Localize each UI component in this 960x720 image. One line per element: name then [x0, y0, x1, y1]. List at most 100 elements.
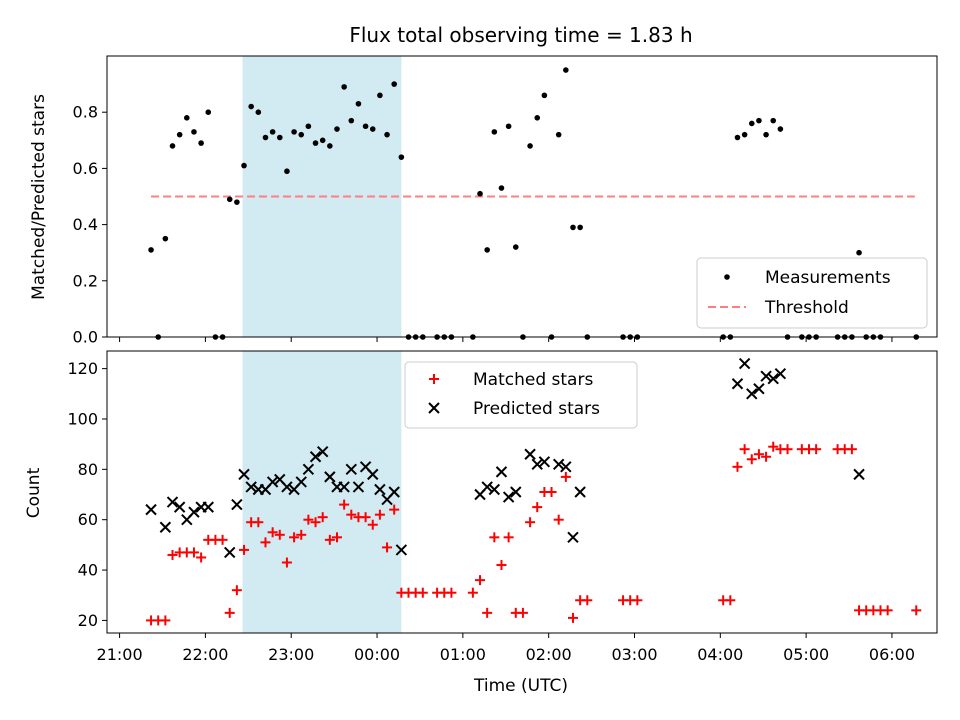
matched-star-point — [217, 534, 228, 545]
predicted-star-point — [166, 496, 179, 508]
predicted-star-point — [510, 486, 522, 498]
predicted-star-point — [738, 357, 751, 370]
matched-star-point — [739, 444, 750, 455]
top-x-ticks — [119, 337, 893, 342]
legend-predicted-marker — [428, 402, 440, 414]
bottom-y-tick-label: 20 — [78, 611, 98, 630]
measurement-point — [327, 143, 333, 149]
measurement-point — [248, 103, 254, 110]
predicted-star-point — [295, 476, 307, 488]
measurement-point — [241, 162, 247, 169]
matched-star-point — [525, 517, 536, 528]
measurement-point — [305, 123, 312, 130]
measurement-point — [527, 143, 533, 149]
predicted-star-point — [345, 463, 358, 476]
measurement-point — [563, 67, 569, 73]
bottom-y-tick-label: 60 — [78, 510, 98, 529]
bottom-y-tick-label: 100 — [67, 409, 98, 428]
measurement-point — [756, 117, 762, 124]
measurement-point — [570, 224, 576, 231]
matched-star-point — [317, 512, 328, 523]
measurement-point — [169, 143, 176, 149]
predicted-star-point — [324, 471, 336, 483]
predicted-star-point — [395, 544, 408, 556]
measurement-point — [534, 115, 541, 121]
measurement-point — [734, 134, 741, 141]
matched-star-point — [274, 529, 285, 540]
x-tick-label: 05:00 — [783, 645, 829, 664]
matched-star-point — [517, 607, 528, 618]
matched-star-point — [360, 512, 371, 523]
predicted-star-point — [567, 531, 579, 544]
bottom-y-tick-label: 120 — [67, 359, 98, 378]
matched-star-point — [331, 532, 342, 543]
legend-measurements-label: Measurements — [765, 268, 891, 288]
predicted-star-point — [367, 468, 379, 481]
predicted-star-point — [767, 372, 779, 385]
matched-star-point — [725, 595, 736, 606]
measurement-point — [541, 92, 548, 99]
predicted-star-point — [853, 468, 865, 481]
measurement-point — [319, 137, 326, 144]
measurement-point — [484, 247, 490, 253]
matched-star-point — [753, 449, 764, 460]
legend-threshold-label: Threshold — [764, 298, 849, 318]
measurement-point — [512, 244, 519, 250]
top-y-ticks: 0.0 0.2 0.4 0.6 0.8 — [73, 103, 107, 347]
predicted-star-point — [266, 476, 279, 488]
measurement-point — [384, 131, 390, 138]
matched-star-point — [260, 537, 271, 548]
x-tick-label: 04:00 — [697, 645, 743, 664]
matched-star-point — [446, 587, 457, 598]
matched-star-point — [289, 532, 300, 543]
measurement-point — [391, 81, 398, 87]
predicted-star-point — [173, 501, 186, 513]
predicted-star-point — [238, 468, 250, 481]
predicted-star-point — [495, 466, 508, 478]
bottom-axes-frame — [106, 350, 938, 634]
measurement-point — [577, 224, 583, 231]
matched-star-point — [389, 504, 400, 515]
matched-star-point — [239, 544, 250, 555]
x-axis-label: Time (UTC) — [473, 676, 568, 696]
measurement-point — [262, 134, 269, 141]
matched-star-point — [782, 444, 793, 455]
measurement-point — [377, 92, 383, 99]
matched-star-point — [196, 552, 207, 563]
measurement-point — [198, 140, 204, 146]
x-tick-label: 01:00 — [440, 645, 486, 664]
matched-star-point — [367, 519, 378, 530]
measurement-point — [477, 190, 483, 197]
measurement-point — [312, 140, 319, 146]
measurement-point — [777, 126, 784, 132]
matched-star-point — [417, 587, 428, 598]
predicted-star-point — [245, 481, 257, 493]
measurement-points — [148, 67, 920, 340]
measurement-point — [226, 196, 233, 203]
measurement-point — [269, 129, 276, 135]
predicted-star-point — [502, 491, 515, 503]
top-y-tick-label: 0.4 — [73, 215, 98, 234]
measurement-point — [255, 109, 262, 115]
measurement-point — [748, 120, 755, 127]
predicted-star-point — [159, 521, 172, 533]
measurement-point — [191, 129, 197, 135]
predicted-star-point — [746, 388, 758, 400]
matched-star-point — [532, 502, 543, 513]
matched-star-point — [231, 585, 242, 596]
bottom-x-ticks: 21:00 22:00 23:00 00:00 01:00 02:00 03:00 04:00… — [97, 633, 915, 664]
measurement-point — [284, 168, 290, 175]
matched-star-point — [761, 451, 772, 462]
predicted-star-point — [388, 486, 400, 498]
matched-star-point — [310, 517, 321, 528]
matched-star-point — [489, 532, 500, 543]
predicted-star-point — [574, 486, 586, 498]
matched-star-point — [632, 595, 643, 606]
matched-star-point — [567, 612, 578, 623]
bottom-y-ticks: 20 40 60 80 100 120 — [67, 359, 107, 630]
matched-star-point — [882, 605, 893, 616]
predicted-star-point — [281, 481, 293, 493]
predicted-star-point — [202, 501, 214, 513]
x-tick-label: 00:00 — [354, 645, 400, 664]
predicted-star-point — [481, 481, 493, 493]
